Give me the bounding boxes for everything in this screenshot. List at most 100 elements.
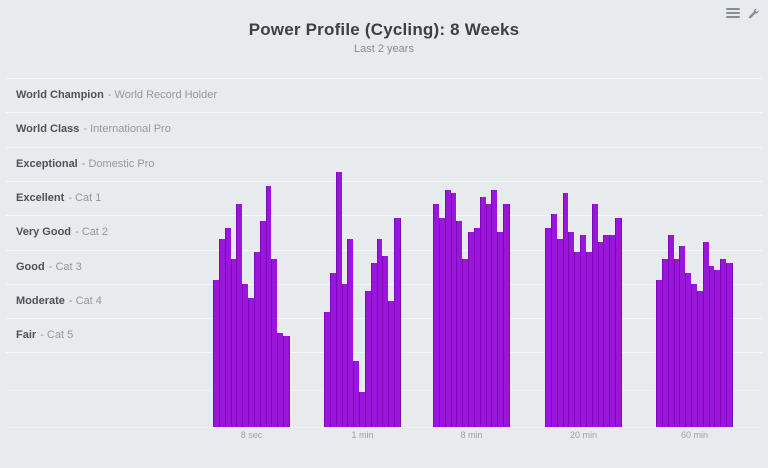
row-label: Good - Cat 3 <box>16 250 82 284</box>
gridline <box>6 146 762 148</box>
gridline <box>6 427 762 428</box>
power-bar <box>283 336 290 427</box>
power-bar <box>702 242 709 427</box>
row-detail-label: - Cat 4 <box>68 294 102 307</box>
power-bar <box>388 301 395 427</box>
gridline <box>6 112 762 114</box>
power-bar <box>376 239 383 427</box>
x-axis-label: 1 min <box>351 430 374 440</box>
page-title: Power Profile (Cycling): 8 Weeks <box>248 20 520 39</box>
power-bar <box>450 193 457 427</box>
power-bar <box>277 333 284 427</box>
bar-group-60-min <box>656 235 733 427</box>
bar-group-8-sec <box>213 186 290 427</box>
power-bar <box>503 204 510 427</box>
row-label: Very Good - Cat 2 <box>16 215 108 249</box>
power-bar <box>242 284 249 427</box>
row-level-label: Very Good <box>16 226 72 239</box>
power-bar <box>673 259 680 427</box>
power-bar <box>224 228 231 427</box>
power-bar <box>382 256 389 427</box>
power-bar <box>456 221 463 427</box>
power-bar <box>597 242 604 427</box>
power-bar <box>615 218 622 427</box>
power-bar <box>341 284 348 427</box>
power-bar <box>574 252 581 427</box>
power-bar <box>720 259 727 427</box>
x-axis-label: 8 sec <box>240 430 263 440</box>
power-bar <box>479 197 486 427</box>
row-level-label: World Champion <box>16 89 104 101</box>
power-bar <box>359 392 365 427</box>
row-detail-label: - World Record Holder <box>107 89 218 101</box>
power-bar <box>580 235 586 427</box>
bar-group-8-min <box>433 190 510 427</box>
power-bar <box>335 172 342 427</box>
row-detail-label: - International Pro <box>83 123 171 136</box>
power-bar <box>364 291 371 427</box>
chart-subtitle: Last 2 years <box>354 43 414 55</box>
power-bar <box>438 218 445 427</box>
row-label: Moderate - Cat 4 <box>16 284 102 318</box>
power-bar <box>213 280 219 427</box>
power-bar <box>661 259 668 427</box>
x-axis-label: 20 min <box>569 430 597 440</box>
gridline <box>6 215 762 217</box>
x-axis-label: 8 min <box>460 430 483 440</box>
power-bar <box>485 204 492 427</box>
power-bar <box>468 232 474 427</box>
row-level-label: Moderate <box>16 294 65 307</box>
power-bar <box>347 239 354 427</box>
power-bar <box>497 232 504 427</box>
row-level-label: Good <box>16 260 45 273</box>
settings-wrench-icon[interactable] <box>747 7 760 20</box>
power-bar <box>585 252 592 427</box>
row-label: Excellent - Cat 1 <box>16 181 101 215</box>
row-level-label: Fair <box>16 329 37 342</box>
widget-toolbar <box>726 6 760 20</box>
power-bar <box>473 228 480 427</box>
bar-group-1-min <box>324 172 401 427</box>
power-bar <box>265 186 272 427</box>
gridline <box>6 180 762 182</box>
power-bar <box>726 263 733 427</box>
power-bar <box>248 298 254 427</box>
power-bar <box>679 246 686 427</box>
power-bar <box>394 218 401 427</box>
power-bar <box>491 190 498 427</box>
row-level-label: Exceptional <box>16 157 78 170</box>
power-bar <box>556 239 563 427</box>
power-bar <box>433 204 439 427</box>
power-bar <box>236 204 243 427</box>
row-level-label: Excellent <box>16 191 65 204</box>
power-bar <box>324 312 330 427</box>
bar-group-20-min <box>545 193 622 427</box>
row-detail-label: - Cat 3 <box>48 260 82 273</box>
power-bar <box>656 280 662 427</box>
power-bar <box>353 361 360 427</box>
power-bar <box>444 190 451 427</box>
menu-icon[interactable] <box>726 7 740 19</box>
power-bar <box>714 270 721 427</box>
gridline <box>6 78 762 79</box>
power-bar <box>550 214 557 427</box>
power-bar <box>609 235 616 427</box>
power-bar <box>667 235 674 427</box>
power-bar <box>685 273 692 427</box>
x-axis-label: 60 min <box>680 430 708 440</box>
power-bar <box>271 259 278 427</box>
power-bar <box>591 204 598 427</box>
power-bar <box>545 228 551 427</box>
power-bar <box>568 232 575 427</box>
row-detail-label: - Domestic Pro <box>81 157 155 170</box>
power-bar <box>218 239 225 427</box>
row-label: Fair - Cat 5 <box>16 318 73 352</box>
row-level-label: World Class <box>16 123 80 136</box>
power-bar <box>462 259 469 427</box>
power-bar <box>603 235 610 427</box>
row-detail-label: - Cat 5 <box>40 329 74 342</box>
row-label: World Class - International Pro <box>16 112 171 146</box>
power-bar <box>253 252 260 427</box>
